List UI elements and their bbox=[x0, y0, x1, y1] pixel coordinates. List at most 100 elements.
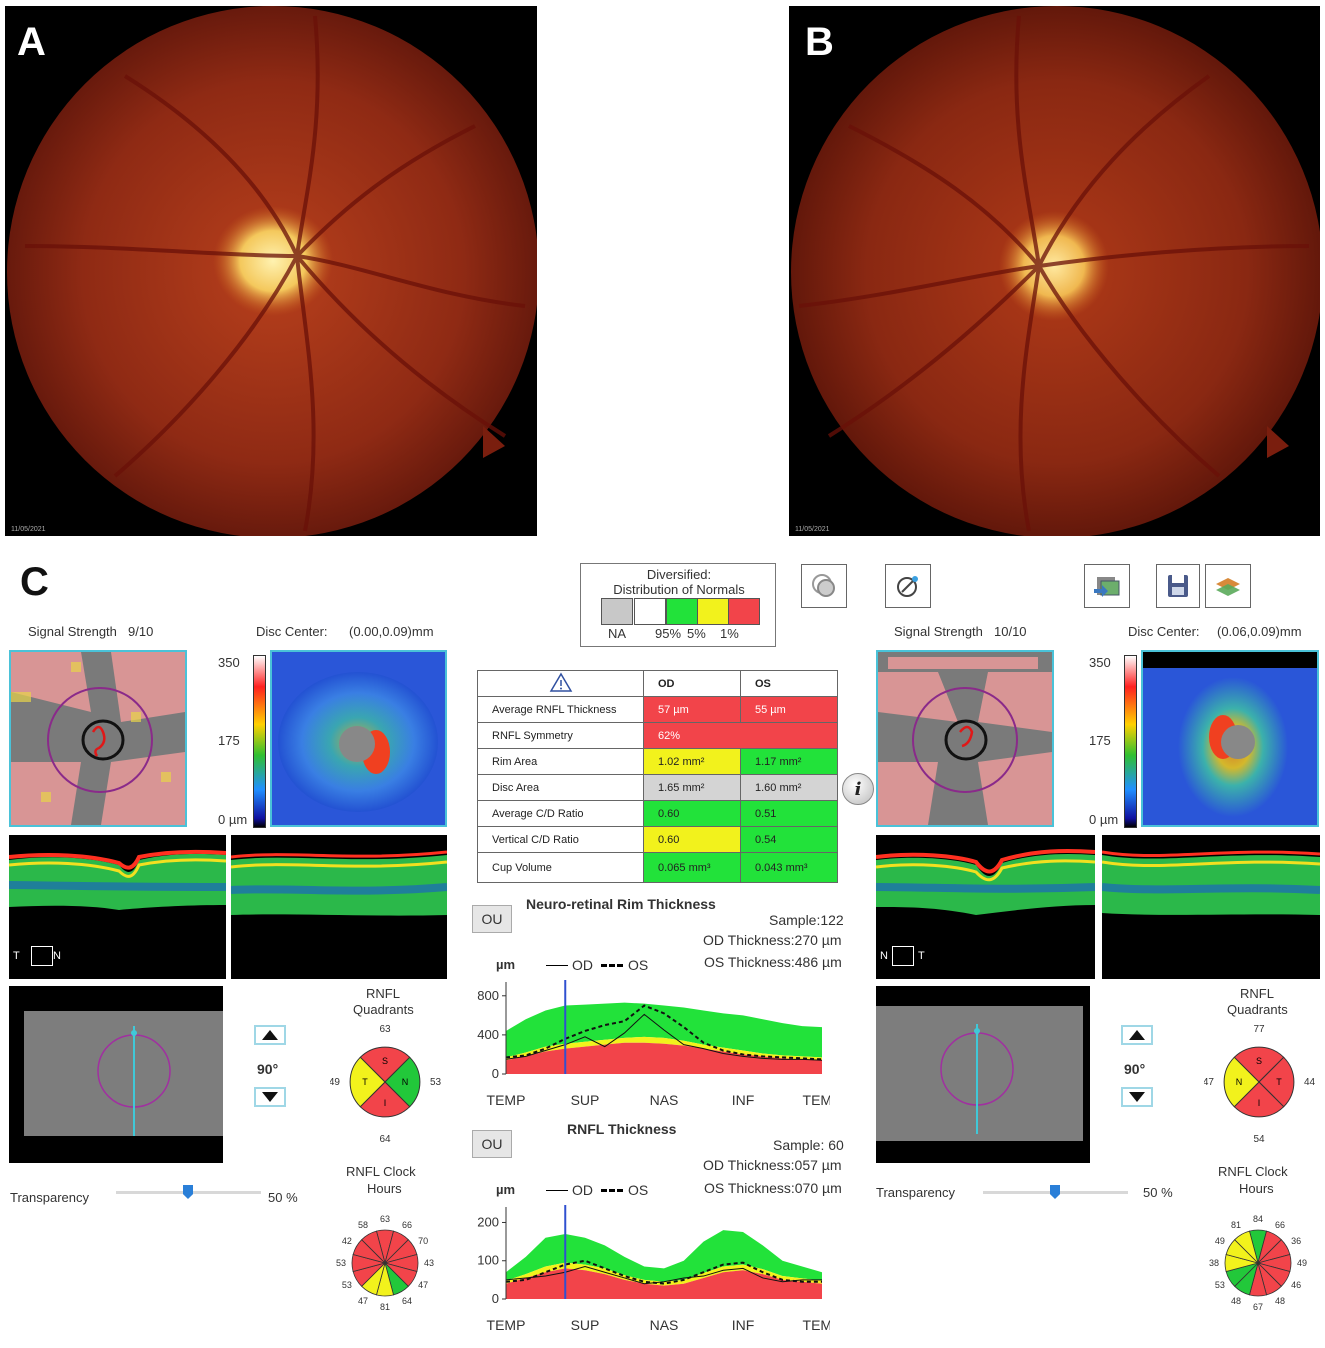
clock-value: 36 bbox=[1291, 1236, 1301, 1246]
os-q-i: I bbox=[1258, 1098, 1261, 1108]
table-row: Average RNFL Thickness 57 µm 55 µm bbox=[477, 696, 838, 723]
od-thickness-colorbar bbox=[253, 655, 266, 828]
os-scale-max: 350 bbox=[1089, 655, 1111, 670]
rim-legend-os-line bbox=[601, 964, 623, 967]
od-rnfl-deviation-map[interactable] bbox=[9, 650, 187, 827]
header-od: OD bbox=[643, 670, 741, 697]
od-q-left: 49 bbox=[330, 1077, 340, 1088]
od-q-i: I bbox=[384, 1098, 387, 1108]
od-q-bottom: 64 bbox=[379, 1134, 391, 1145]
row-label: Disc Area bbox=[477, 774, 644, 801]
arrow-down-icon bbox=[262, 1092, 278, 1102]
clock-value: 70 bbox=[418, 1236, 428, 1246]
os-rnfl-deviation-map[interactable] bbox=[876, 650, 1054, 827]
table-row: Average C/D Ratio 0.60 0.51 bbox=[477, 800, 838, 827]
series-line-od bbox=[505, 1013, 823, 1061]
table-row: Vertical C/D Ratio 0.60 0.54 bbox=[477, 826, 838, 853]
metrics-table: OD OS Average RNFL Thickness 57 µm 55 µm… bbox=[477, 670, 838, 883]
y-tick-label: 100 bbox=[477, 1253, 499, 1268]
legend-swatch-green bbox=[666, 598, 698, 625]
row-od-value: 0.60 bbox=[643, 800, 741, 827]
row-os-value: 0.51 bbox=[740, 800, 838, 827]
legend-swatch-white bbox=[634, 598, 666, 625]
metrics-header-row: OD OS bbox=[477, 670, 838, 697]
rim-ou-button[interactable]: OU bbox=[472, 905, 512, 933]
save-icon bbox=[1168, 575, 1188, 597]
od-disc-center-label: Disc Center: bbox=[256, 624, 328, 639]
os-thickness-colorbar bbox=[1124, 655, 1137, 828]
od-transparency-thumb[interactable] bbox=[183, 1185, 193, 1199]
os-q-bottom: 54 bbox=[1253, 1134, 1265, 1145]
y-tick-label: 800 bbox=[477, 988, 499, 1003]
od-signal-value: 9/10 bbox=[128, 624, 154, 639]
fundus-image-a bbox=[7, 6, 537, 536]
od-fundus-scan-image bbox=[24, 1011, 223, 1136]
os-quadrants-title-2: Quadrants bbox=[1227, 1002, 1288, 1017]
od-deviation-map-image bbox=[11, 652, 185, 825]
x-tick-label: TEMP bbox=[487, 1092, 526, 1108]
rnfl-unit: µm bbox=[496, 1182, 516, 1197]
row-os-value: 55 µm bbox=[740, 696, 838, 723]
od-bscan-right bbox=[231, 835, 447, 979]
os-bscan-left-image bbox=[876, 848, 1095, 915]
row-os-value: 0.043 mm³ bbox=[740, 852, 838, 883]
od-q-n: N bbox=[402, 1077, 409, 1087]
clock-value: 58 bbox=[358, 1220, 368, 1230]
os-scale-min: 0 µm bbox=[1089, 812, 1119, 827]
export-icon bbox=[1094, 577, 1120, 597]
row-label: Vertical C/D Ratio bbox=[477, 826, 644, 853]
od-clock-hours-chart: 63 66 70 43 47 64 81 47 53 53 42 58 bbox=[336, 1214, 434, 1312]
x-tick-label: TEMP bbox=[487, 1317, 526, 1333]
od-q-top: 63 bbox=[379, 1024, 391, 1035]
od-clock-title-1: RNFL Clock bbox=[346, 1164, 416, 1179]
od-rotate-up-button[interactable] bbox=[254, 1025, 286, 1045]
x-tick-label: NAS bbox=[650, 1092, 679, 1108]
normals-legend: Diversified: Distribution of Normals NA … bbox=[580, 563, 776, 647]
legend-label-1: 1% bbox=[720, 626, 739, 641]
circle-scan-button[interactable] bbox=[885, 564, 931, 608]
y-tick-label: 400 bbox=[477, 1027, 499, 1042]
od-thickness-map[interactable] bbox=[270, 650, 447, 827]
os-signal-label: Signal Strength bbox=[894, 624, 983, 639]
os-quadrants-title-1: RNFL bbox=[1240, 986, 1274, 1001]
fundus-image-b bbox=[791, 6, 1320, 536]
os-rotate-down-button[interactable] bbox=[1121, 1087, 1153, 1107]
table-row: Disc Area 1.65 mm² 1.60 mm² bbox=[477, 774, 838, 801]
os-fundus-scan-position bbox=[876, 986, 1090, 1163]
arrow-down-icon bbox=[1129, 1092, 1145, 1102]
disc-view-button[interactable] bbox=[801, 564, 847, 608]
os-bscan-orient-icon bbox=[892, 946, 914, 966]
os-clock-hours-chart: 84 66 36 49 46 48 67 48 53 38 49 81 bbox=[1209, 1214, 1307, 1312]
os-clock-title-2: Hours bbox=[1239, 1181, 1274, 1196]
warning-cell bbox=[477, 670, 644, 697]
series-line-od bbox=[505, 1265, 822, 1285]
os-transparency-thumb[interactable] bbox=[1050, 1185, 1060, 1199]
series-line-os bbox=[505, 1004, 823, 1061]
od-quadrants-title-1: RNFL bbox=[366, 986, 400, 1001]
os-scale-mid: 175 bbox=[1089, 733, 1111, 748]
save-button[interactable] bbox=[1156, 564, 1200, 608]
od-rotate-down-button[interactable] bbox=[254, 1087, 286, 1107]
od-bscan-left: T N bbox=[9, 835, 226, 979]
od-bscan-right-image bbox=[231, 850, 447, 916]
rnfl-legend-os: OS bbox=[628, 1182, 649, 1198]
circle-scan-icon bbox=[897, 576, 918, 597]
os-thickness-map[interactable] bbox=[1141, 650, 1319, 827]
od-transparency-label: Transparency bbox=[10, 1190, 89, 1205]
table-row: Cup Volume 0.065 mm³ 0.043 mm³ bbox=[477, 852, 838, 883]
od-q-s: S bbox=[382, 1056, 388, 1066]
row-symmetry-value: 62% bbox=[643, 722, 838, 749]
x-tick-label: SUP bbox=[571, 1092, 600, 1108]
info-button[interactable]: i bbox=[842, 773, 874, 805]
export-button[interactable] bbox=[1084, 564, 1130, 608]
clock-value: 64 bbox=[402, 1296, 412, 1306]
rnfl-ou-button[interactable]: OU bbox=[472, 1130, 512, 1158]
od-signal-label: Signal Strength bbox=[28, 624, 117, 639]
layers-button[interactable] bbox=[1205, 564, 1251, 608]
y-tick-label: 200 bbox=[477, 1214, 499, 1229]
row-od-value: 0.065 mm³ bbox=[643, 852, 741, 883]
os-rotate-up-button[interactable] bbox=[1121, 1025, 1153, 1045]
clock-value: 53 bbox=[342, 1280, 352, 1290]
discs-icon bbox=[812, 574, 835, 597]
panel-label-b: B bbox=[805, 20, 834, 64]
